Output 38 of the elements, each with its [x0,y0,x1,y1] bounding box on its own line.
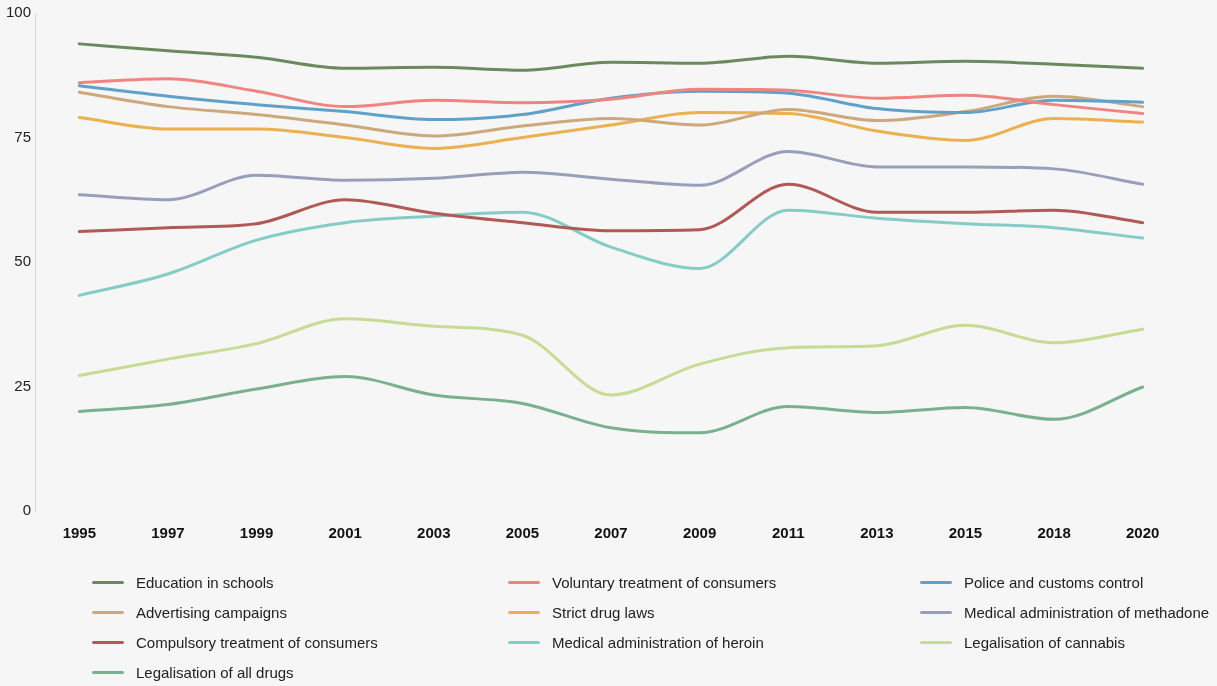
x-tick-label: 2003 [417,524,451,542]
y-tick-label: 50 [14,252,32,270]
y-tick-label: 0 [22,501,32,519]
line-series [77,182,1145,234]
line-series [77,90,1145,138]
line-series [77,111,1145,150]
line-series [77,208,1145,297]
line-series [77,375,1145,435]
legend-label: Medical administration of methadone [964,603,1210,621]
x-tick-label: 2013 [860,524,894,542]
x-tick-label: 2005 [505,524,540,542]
x-tick-label: 2011 [771,524,805,542]
legend-label: Voluntary treatment of consumers [552,573,777,591]
x-tick-label: 2001 [328,524,362,542]
x-tick-label: 2015 [948,524,983,542]
legend-label: Police and customs control [964,573,1144,591]
line-series [77,149,1145,202]
y-tick-label: 75 [14,127,32,145]
line-series [77,317,1145,397]
x-tick-label: 1999 [239,524,274,542]
line-series [77,84,1145,122]
x-tick-label: 1997 [151,524,185,542]
y-tick-label: 25 [14,376,32,394]
legend-label: Legalisation of all drugs [136,663,294,681]
line-series [77,42,1145,72]
legend-label: Legalisation of cannabis [964,633,1125,651]
x-tick-label: 2020 [1126,524,1160,542]
y-tick-label: 100 [6,3,32,21]
x-tick-label: 1995 [62,524,97,542]
line-series [77,77,1145,116]
legend-label: Education in schools [136,573,274,591]
legend-label: Medical administration of heroin [552,633,764,651]
x-tick-label: 2007 [594,524,628,542]
legend-label: Strict drug laws [552,603,655,621]
x-tick-label: 2009 [682,524,717,542]
legend-label: Compulsory treatment of consumers [136,633,378,651]
legend-label: Advertising campaigns [136,603,287,621]
x-tick-label: 2018 [1037,524,1071,542]
